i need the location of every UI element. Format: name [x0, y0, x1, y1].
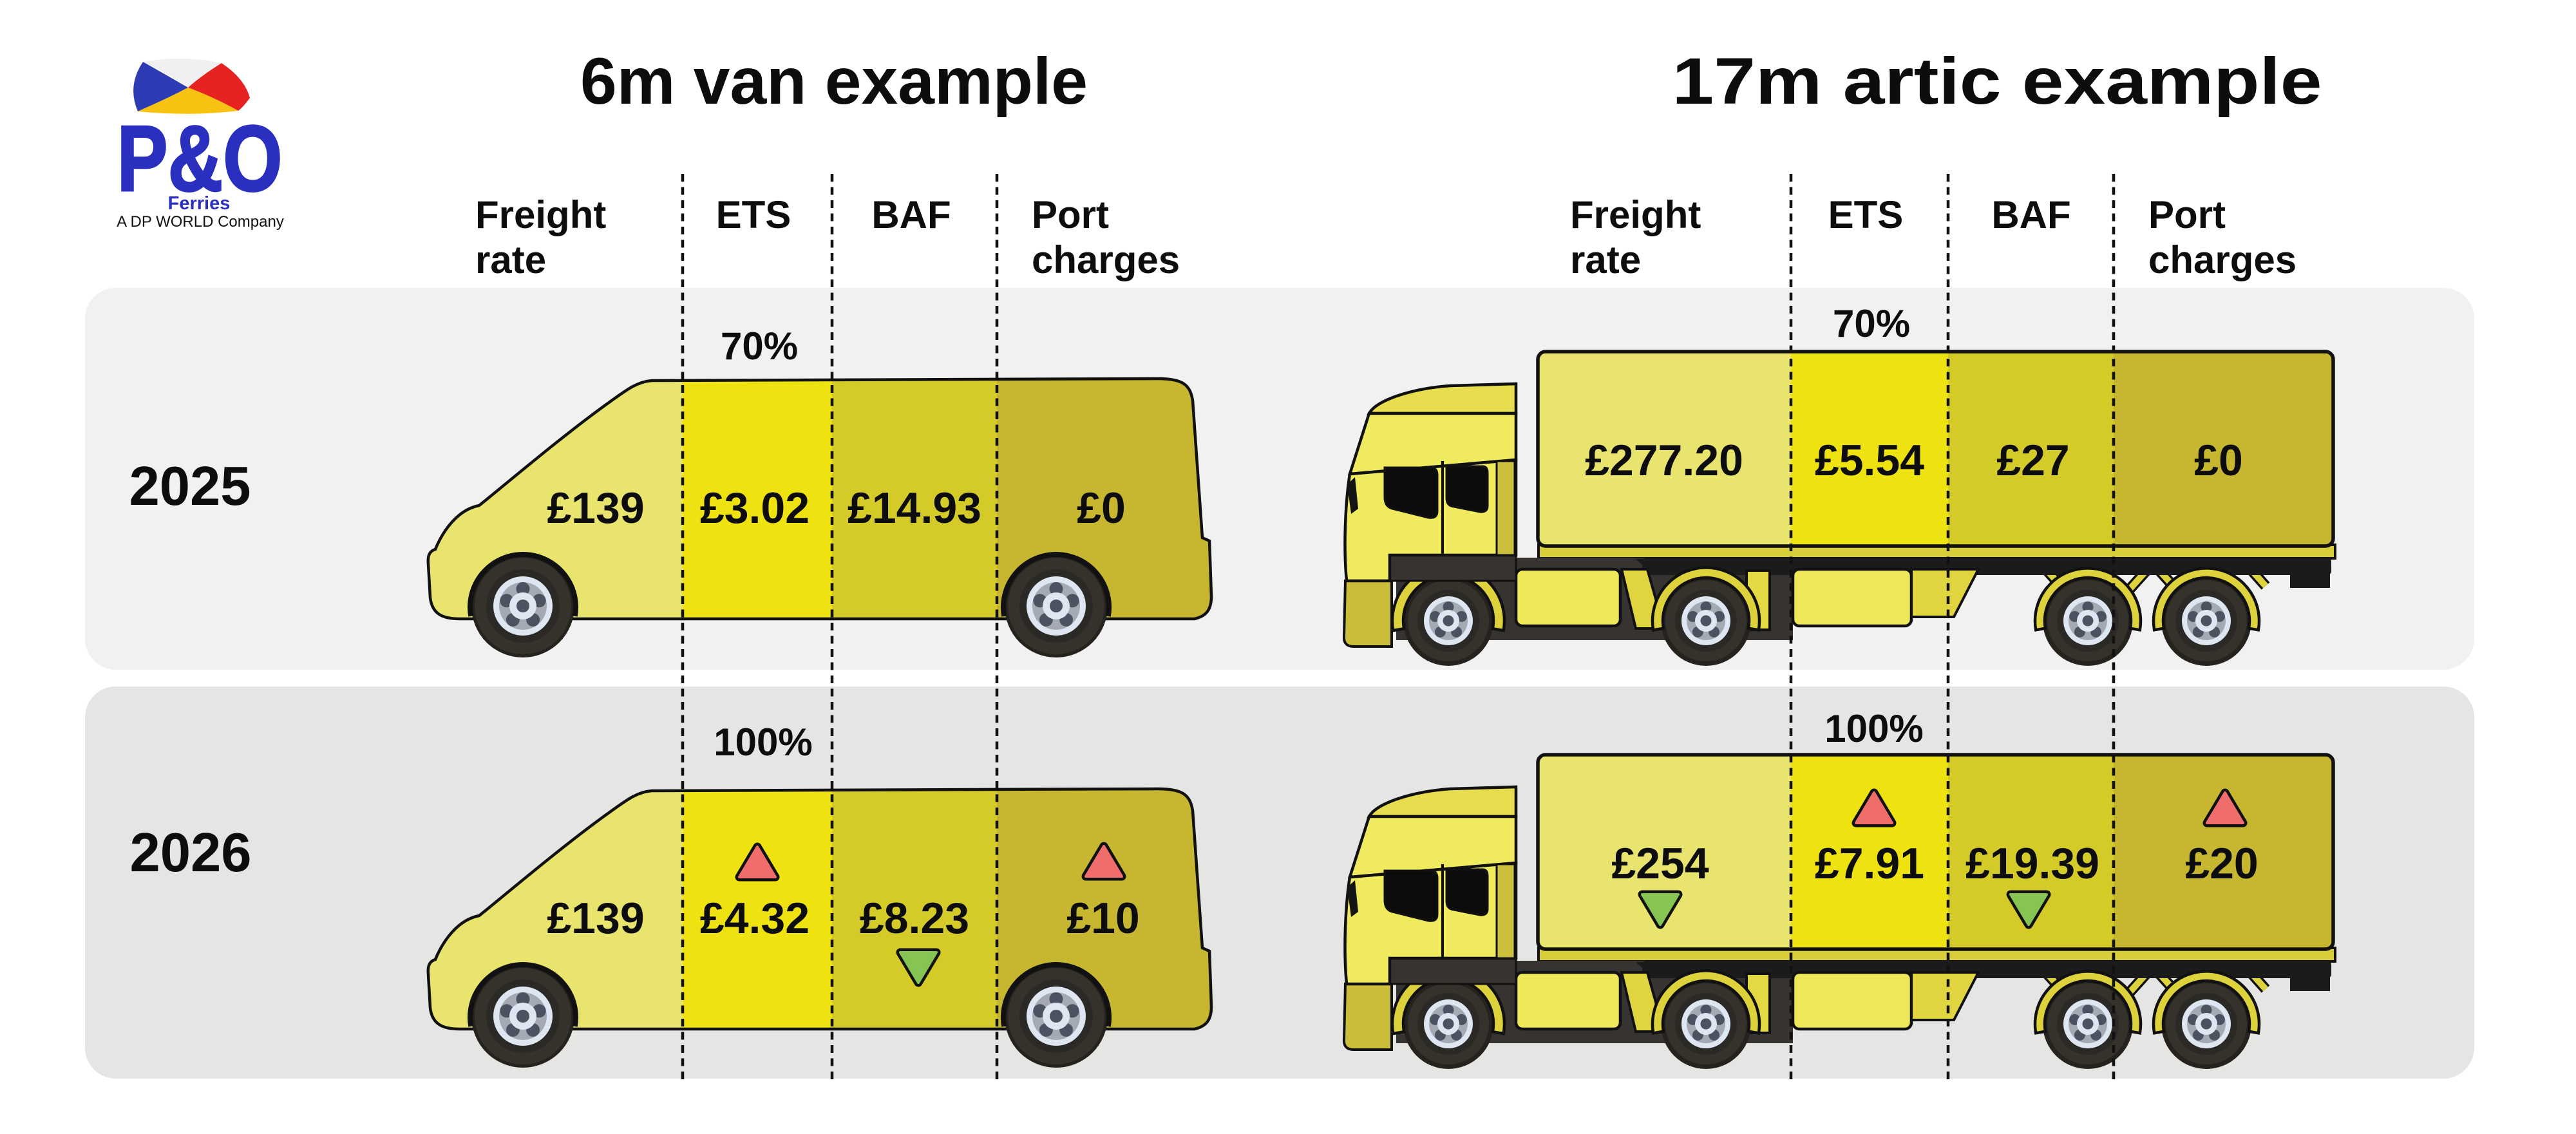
svg-text:A DP WORLD Company: A DP WORLD Company [117, 213, 284, 231]
svg-text:Freight: Freight [1570, 193, 1701, 236]
svg-text:£5.54: £5.54 [1815, 436, 1924, 485]
svg-text:100%: 100% [1824, 707, 1923, 750]
svg-text:rate: rate [1570, 238, 1641, 281]
svg-text:£3.02: £3.02 [700, 484, 810, 533]
svg-text:ETS: ETS [716, 193, 791, 236]
svg-text:£139: £139 [547, 484, 644, 533]
svg-text:£277.20: £277.20 [1585, 436, 1743, 485]
svg-text:Port: Port [1032, 193, 1109, 236]
svg-text:£7.91: £7.91 [1815, 839, 1924, 888]
svg-text:17m artic example: 17m artic example [1672, 44, 2322, 118]
svg-text:100%: 100% [714, 721, 812, 764]
svg-text:6m van example: 6m van example [580, 44, 1088, 118]
svg-text:Port: Port [2148, 193, 2226, 236]
svg-text:charges: charges [1032, 238, 1180, 281]
svg-text:Ferries: Ferries [168, 193, 231, 214]
svg-text:70%: 70% [1833, 302, 1910, 345]
svg-text:70%: 70% [721, 325, 798, 368]
svg-text:2026: 2026 [129, 822, 251, 884]
svg-text:BAF: BAF [871, 193, 951, 236]
svg-text:£254: £254 [1611, 839, 1709, 888]
svg-text:£8.23: £8.23 [860, 894, 969, 943]
svg-text:Freight: Freight [475, 193, 606, 236]
svg-text:ETS: ETS [1828, 193, 1904, 236]
svg-text:£10: £10 [1066, 894, 1139, 943]
svg-text:£14.93: £14.93 [848, 484, 981, 533]
svg-text:£0: £0 [2194, 436, 2243, 485]
svg-text:£20: £20 [2185, 839, 2258, 888]
svg-text:£4.32: £4.32 [700, 894, 810, 943]
svg-text:£27: £27 [1996, 436, 2069, 485]
svg-text:£0: £0 [1077, 484, 1126, 533]
svg-text:£139: £139 [547, 894, 644, 943]
svg-text:£19.39: £19.39 [1965, 839, 2099, 888]
svg-text:charges: charges [2148, 238, 2297, 281]
svg-text:P&O: P&O [117, 106, 283, 211]
svg-text:2025: 2025 [129, 456, 251, 517]
svg-text:BAF: BAF [1991, 193, 2070, 236]
svg-text:rate: rate [475, 238, 546, 281]
